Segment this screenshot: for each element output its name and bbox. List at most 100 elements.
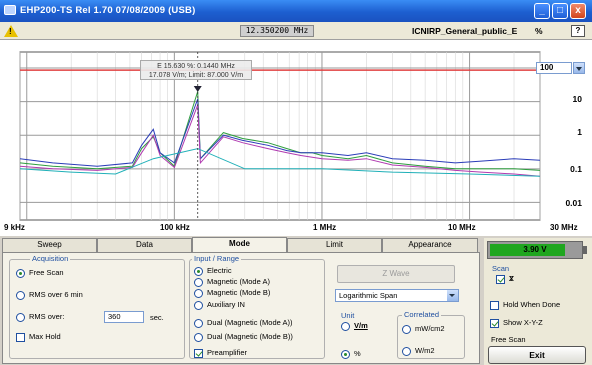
y-tick-label: 0.01: [565, 198, 582, 208]
correlated-title: Correlated: [402, 310, 442, 319]
magnetic-b-label: Magnetic (Mode B): [207, 288, 271, 297]
help-icon[interactable]: ?: [571, 25, 585, 37]
auxiliary-label: Auxiliary IN: [207, 300, 245, 309]
radio-icon[interactable]: [16, 312, 25, 322]
battery-tip: [583, 246, 587, 254]
input-range-title: Input / Range: [192, 254, 242, 263]
radio-icon[interactable]: [16, 268, 25, 278]
scale-select[interactable]: 100: [536, 62, 572, 74]
y-tick-label: 0.1: [570, 164, 582, 174]
marker-readout: E 15.630 %: 0.1440 MHz 17.078 V/m; Limit…: [140, 60, 252, 80]
radio-icon[interactable]: [402, 346, 411, 356]
series-line-2: [19, 98, 541, 167]
app-icon: [4, 5, 16, 15]
radio-icon[interactable]: [194, 300, 203, 310]
toolbar: ! 12.350200 MHz ICNIRP_General_public_E …: [0, 22, 592, 40]
spectrum-plot[interactable]: E 15.630 %: 0.1440 MHz 17.078 V/m; Limit…: [0, 40, 592, 236]
wm2-label: W/m2: [415, 346, 435, 355]
zwave-button[interactable]: Z Wave: [337, 265, 455, 283]
tab-sweep[interactable]: Sweep: [2, 238, 97, 252]
magnetic-a-option[interactable]: Magnetic (Mode A): [194, 277, 270, 287]
marker-icon: [193, 86, 202, 92]
input-range-group: Input / Range Electric Magnetic (Mode A)…: [189, 254, 325, 359]
unit-group: Unit V/m %: [335, 311, 395, 359]
magnetic-b-option[interactable]: Magnetic (Mode B): [194, 288, 270, 298]
y-tick-label: 10: [572, 94, 582, 104]
tab-bar: Sweep Data Mode Limit Appearance: [0, 237, 480, 252]
max-hold-option[interactable]: Max Hold: [16, 332, 61, 342]
side-panel: 3.90 V Scan X Y Z Hold When Done Show X-…: [484, 238, 592, 365]
span-select[interactable]: Logarithmic Span: [335, 289, 459, 302]
battery-voltage: 3.90 V: [523, 245, 547, 254]
radio-icon[interactable]: [194, 318, 203, 328]
free-scan-option[interactable]: Free Scan: [16, 268, 64, 278]
rms-seconds-input[interactable]: 360: [104, 311, 144, 323]
checkbox-icon[interactable]: [496, 274, 505, 284]
scan-y-label: Y: [509, 274, 515, 283]
radio-icon[interactable]: [341, 321, 350, 331]
radio-icon[interactable]: [402, 324, 411, 334]
window-title: EHP200-TS Rel 1.70 07/08/2009 (USB): [20, 5, 196, 16]
unit-label: %: [535, 26, 543, 36]
acquisition-title: Acquisition: [30, 254, 71, 263]
max-hold-label: Max Hold: [29, 332, 61, 341]
scan-x-label: X: [509, 274, 515, 283]
hold-when-done-option[interactable]: Hold When Done: [490, 300, 560, 310]
unit-vm-option[interactable]: V/m: [341, 321, 368, 331]
electric-option[interactable]: Electric: [194, 266, 232, 276]
x-tick-label: 100 kHz: [160, 223, 190, 232]
maximize-button[interactable]: □: [552, 3, 568, 19]
show-xyz-option[interactable]: Show X-Y-Z: [490, 318, 543, 328]
marker-line-1: E 15.630 %: 0.1440 MHz: [157, 63, 235, 70]
radio-icon[interactable]: [16, 290, 25, 300]
preamplifier-option[interactable]: Preamplifier: [194, 348, 247, 358]
checkbox-icon[interactable]: [490, 318, 499, 328]
spectrum-chart: [19, 51, 541, 221]
checkbox-icon[interactable]: [490, 300, 499, 310]
radio-icon[interactable]: [341, 349, 350, 359]
rms-over-option[interactable]: RMS over:: [16, 312, 64, 322]
unit-percent-option[interactable]: %: [341, 349, 361, 359]
standard-name: ICNIRP_General_public_E: [412, 26, 518, 36]
tab-data[interactable]: Data: [97, 238, 192, 252]
span-select-value: Logarithmic Span: [339, 291, 398, 300]
chevron-down-icon[interactable]: [573, 62, 585, 74]
radio-icon[interactable]: [194, 288, 203, 298]
tab-appearance[interactable]: Appearance: [382, 238, 478, 252]
battery-fill: [490, 244, 566, 256]
exit-button[interactable]: Exit: [488, 346, 586, 364]
wm2-option[interactable]: W/m2: [402, 346, 435, 356]
rms-6min-option[interactable]: RMS over 6 min: [16, 290, 83, 300]
mwcm2-option[interactable]: mW/cm2: [402, 324, 445, 334]
auxiliary-option[interactable]: Auxiliary IN: [194, 300, 245, 310]
radio-icon[interactable]: [194, 277, 203, 287]
x-tick-label: 9 kHz: [4, 223, 25, 232]
scan-z-option[interactable]: Z: [496, 274, 514, 284]
radio-icon[interactable]: [194, 266, 203, 276]
title-bar: EHP200-TS Rel 1.70 07/08/2009 (USB) _ □ …: [0, 0, 592, 22]
dual-a-label: Dual (Magnetic (Mode A)): [207, 318, 293, 327]
correlated-group: Correlated mW/cm2 W/m2: [397, 310, 465, 359]
series-line-3: [19, 104, 541, 177]
dual-b-label: Dual (Magnetic (Mode B)): [207, 332, 293, 341]
radio-icon[interactable]: [194, 332, 203, 342]
rms-over-label: RMS over:: [29, 312, 65, 321]
scan-axes: X Y Z: [490, 274, 590, 288]
tab-limit[interactable]: Limit: [287, 238, 382, 252]
x-tick-label: 10 MHz: [448, 223, 476, 232]
tab-mode[interactable]: Mode: [192, 237, 287, 252]
scan-z-label: Z: [509, 274, 514, 283]
rms-unit-label: sec.: [150, 313, 164, 322]
warning-icon[interactable]: !: [4, 25, 18, 37]
checkbox-icon[interactable]: [16, 332, 25, 342]
minimize-button[interactable]: _: [534, 3, 550, 19]
unit-title: Unit: [341, 311, 355, 320]
dual-b-option[interactable]: Dual (Magnetic (Mode B)): [194, 332, 293, 342]
scan-title: Scan: [492, 264, 510, 273]
dual-a-option[interactable]: Dual (Magnetic (Mode A)): [194, 318, 292, 328]
plot-frame: [19, 51, 541, 221]
checkbox-icon[interactable]: [194, 348, 203, 358]
close-button[interactable]: x: [570, 3, 586, 19]
chevron-down-icon[interactable]: [447, 290, 458, 301]
status-text: Free Scan: [491, 335, 526, 344]
